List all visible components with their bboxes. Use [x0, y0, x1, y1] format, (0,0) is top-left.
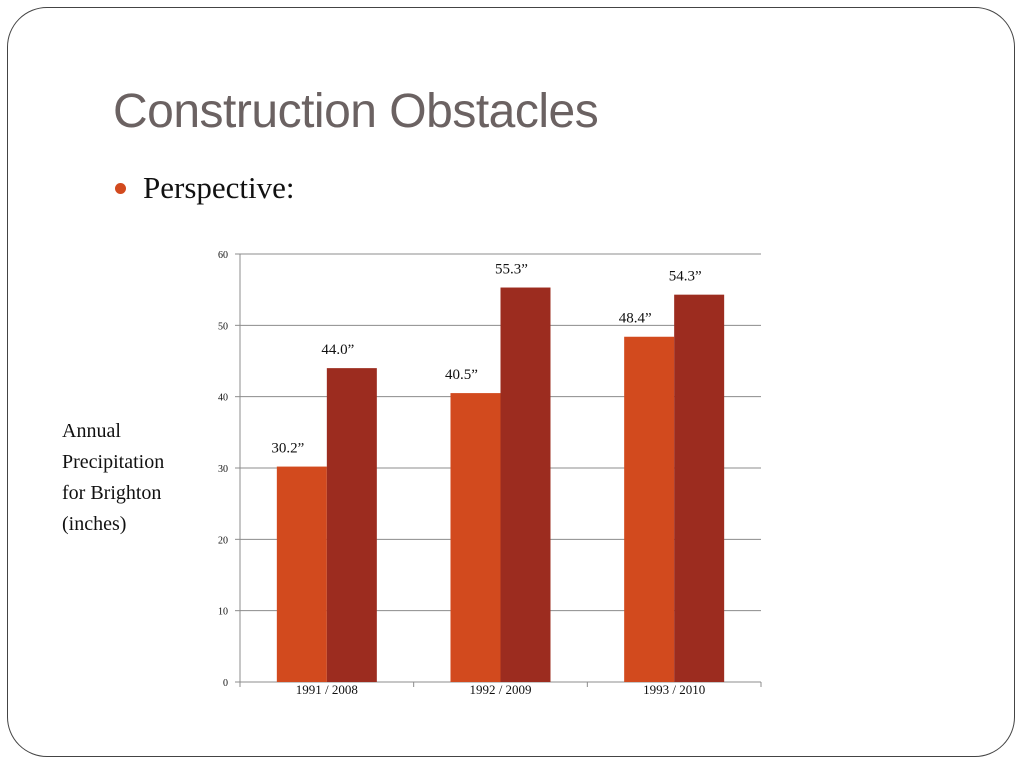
bar-value-label: 30.2” [271, 441, 304, 457]
bar [450, 393, 501, 682]
slide-title: Construction Obstacles [113, 85, 599, 138]
x-category-label: 1993 / 2010 [643, 682, 705, 697]
y-tick-label: 40 [218, 393, 228, 404]
bar-value-label: 48.4” [619, 311, 652, 327]
y-axis-label: Annual Precipitation for Brighton (inche… [62, 420, 165, 535]
y-tick-label: 60 [218, 250, 228, 261]
x-category-label: 1991 / 2008 [296, 682, 358, 697]
y-tick-label: 50 [218, 321, 228, 332]
bar-value-label: 40.5” [445, 367, 478, 383]
y-tick-label: 0 [223, 678, 228, 689]
bar [624, 336, 675, 682]
y-tick-label: 20 [218, 535, 228, 546]
y-tick-label: 10 [218, 607, 228, 618]
bar [500, 287, 551, 682]
y-tick-label: 30 [218, 464, 228, 475]
bar [326, 368, 377, 682]
bar-value-label: 54.3” [669, 269, 702, 285]
bar-value-label: 44.0” [321, 342, 354, 358]
bar [674, 294, 725, 682]
bar-value-label: 55.3” [495, 262, 528, 278]
bullet-text: Perspective: [143, 170, 295, 205]
x-category-label: 1992 / 2009 [469, 682, 531, 697]
bar [276, 466, 327, 682]
bullet-dot-icon [115, 183, 126, 194]
